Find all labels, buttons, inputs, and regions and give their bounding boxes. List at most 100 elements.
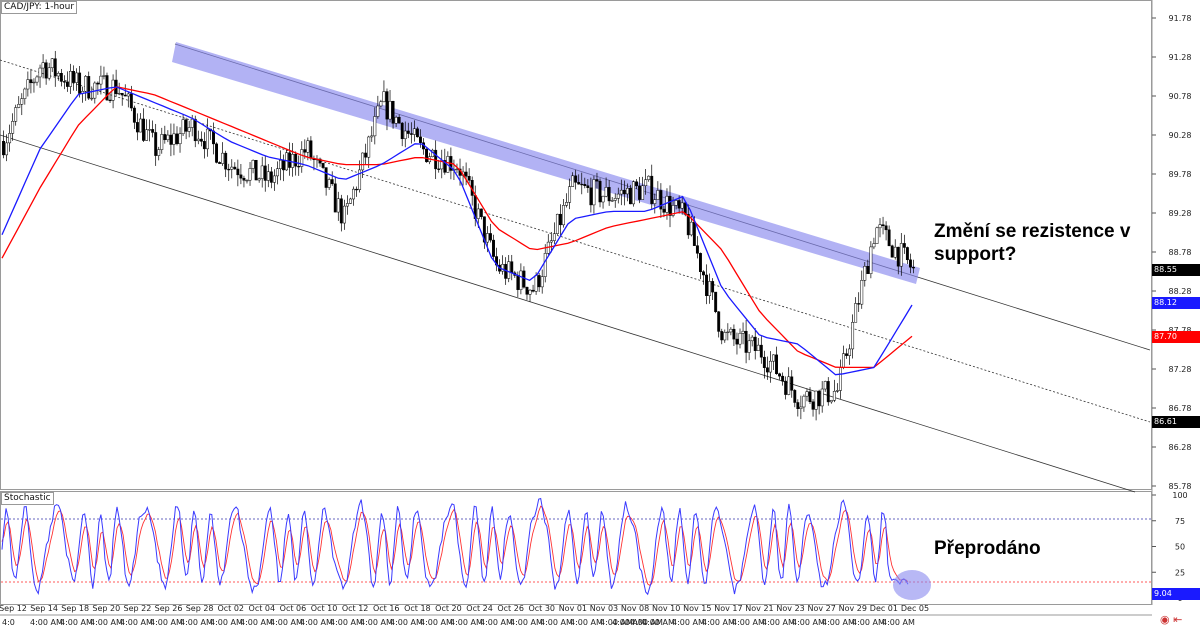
candle-body (656, 190, 660, 200)
candle-body (540, 276, 544, 288)
price-tick-label: 86.78 (1169, 404, 1192, 413)
candle-body (823, 381, 827, 390)
symbol-label: CAD/JPY: 1-hour (1, 1, 78, 14)
candle-body (571, 175, 575, 187)
candle-body (132, 107, 136, 123)
candle-body (196, 138, 200, 142)
candle-body (254, 159, 258, 181)
candle-body (129, 93, 133, 109)
price-tick-label: 87.28 (1169, 365, 1192, 374)
date-tick-label: Oct 04 (249, 604, 276, 613)
candle-body (790, 376, 794, 391)
candle-body (330, 179, 334, 185)
time-tick-label: 4:00 AM (480, 618, 513, 627)
candle-body (72, 71, 75, 83)
candle-body (120, 92, 124, 96)
candle-body (562, 205, 565, 226)
stochastic-tick-label: 100 (1172, 491, 1187, 500)
stochastic-label: Stochastic (1, 492, 54, 505)
candle-body (878, 224, 882, 229)
candle-body (8, 133, 12, 144)
candle-body (17, 104, 21, 108)
candle-body (796, 402, 800, 409)
candle-body (583, 184, 587, 186)
candle-body (842, 353, 845, 368)
candle-body (616, 193, 620, 199)
candle-body (720, 331, 724, 341)
candle-body (2, 140, 5, 156)
candle-body (11, 121, 15, 134)
candle-body (215, 143, 219, 163)
candle-body (708, 281, 712, 296)
candle-body (151, 129, 155, 133)
candle-body (592, 179, 596, 206)
candle-body (117, 92, 121, 95)
date-tick-label: Sep 20 (92, 604, 120, 613)
date-tick-label: Oct 30 (528, 604, 555, 613)
candle-body (202, 141, 206, 150)
date-tick-label: Nov 23 (776, 604, 804, 613)
candle-body (619, 189, 623, 195)
price-axis-ticks: 91.78 91.28 90.78 90.28 89.78 89.28 88.78 88.28… (1152, 14, 1191, 491)
candle-body (41, 62, 45, 69)
candle-body (580, 183, 584, 186)
candle-body (352, 188, 355, 200)
candle-body (714, 291, 718, 312)
candle-body (565, 202, 568, 206)
candle-body (705, 274, 708, 296)
date-tick-label: Sep 14 (30, 604, 58, 613)
candle-body (361, 152, 365, 171)
candle-body (641, 185, 645, 200)
price-tick-label: 90.78 (1169, 92, 1192, 101)
candle-body (625, 187, 629, 195)
time-tick-label: 4:00 AM (882, 618, 915, 627)
candle-body (552, 233, 556, 241)
candle-body (397, 116, 401, 124)
channel-mid-price-tag: 86.61 (1152, 416, 1200, 428)
candle-body (145, 129, 149, 141)
stochastic-panel-frame (0, 491, 1152, 605)
candle-body (826, 381, 830, 403)
candle-body (135, 122, 139, 133)
candle-body (501, 264, 505, 272)
price-tick-label: 91.28 (1169, 53, 1192, 62)
candle-body (692, 221, 696, 246)
channel-lower-line (0, 134, 1136, 493)
candle-body (279, 159, 282, 169)
stochastic-k-line (1, 497, 909, 596)
time-tick-label: 4:00 AM (852, 618, 885, 627)
candle-body (355, 188, 358, 191)
red-moving-average-line (1, 86, 913, 369)
date-tick-label: Sep 18 (61, 604, 89, 613)
candle-body (172, 133, 176, 145)
date-tick-label: Oct 10 (311, 604, 338, 613)
candle-body (242, 177, 246, 181)
candle-body (680, 202, 684, 209)
stochastic-tick-label: 75 (1175, 517, 1185, 526)
candle-body (613, 198, 617, 201)
candle-body (838, 367, 842, 391)
candle-body (251, 159, 255, 169)
candle-body (902, 243, 906, 248)
candle-body (126, 93, 130, 97)
date-tick-label: Sep 12 (0, 604, 27, 613)
candle-body (324, 167, 328, 188)
candle-body (455, 168, 459, 171)
candle-body (78, 72, 82, 94)
candle-body (711, 281, 715, 293)
candle-body (379, 101, 383, 107)
candle-body (741, 330, 745, 334)
time-tick-label: 4:00 AM (792, 618, 825, 627)
candle-body (653, 199, 657, 204)
candle-body (866, 266, 870, 274)
chart-settings-icon[interactable]: ◉ ⇤ (1160, 613, 1183, 626)
candle-body (184, 119, 188, 132)
candle-body (175, 133, 179, 145)
candle-body (443, 160, 447, 173)
candle-body (297, 165, 301, 168)
candle-body (662, 208, 666, 213)
candle-body (723, 332, 727, 341)
time-tick-label: 4:00 AM (642, 618, 675, 627)
date-tick-label: Nov 29 (839, 604, 867, 613)
resistance-band (172, 42, 920, 284)
